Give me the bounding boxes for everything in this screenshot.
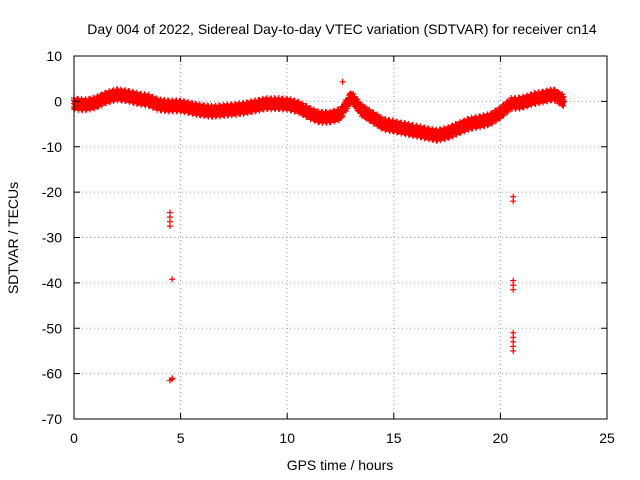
tick-labels: 0 5 10 15 20 25 10 0 -10 -20 -30 -40 -50 -60 -70 <box>42 48 615 446</box>
y-axis-title: SDTVAR / TECUs <box>5 182 21 294</box>
chart-title: Day 004 of 2022, Sidereal Day-to-day VTE… <box>87 21 597 37</box>
data-points <box>71 78 568 384</box>
data-point <box>354 96 361 103</box>
data-point <box>551 86 558 93</box>
data-point <box>357 101 364 108</box>
y-tick-label: -10 <box>42 139 62 155</box>
y-tick-label: -50 <box>42 320 62 336</box>
data-point-outlier <box>510 347 517 354</box>
x-tick-label: 0 <box>70 430 78 446</box>
y-tick-label: -70 <box>42 411 62 427</box>
data-point <box>350 90 357 97</box>
data-point <box>303 102 310 109</box>
data-point-outlier <box>169 276 176 283</box>
x-tick-label: 10 <box>279 430 295 446</box>
x-tick-label: 25 <box>599 430 615 446</box>
data-point <box>366 106 373 113</box>
data-point-outlier <box>510 198 517 205</box>
data-point <box>561 98 568 105</box>
axes <box>73 55 608 420</box>
data-point <box>358 102 365 109</box>
x-tick-label: 5 <box>177 430 185 446</box>
data-point <box>560 93 567 100</box>
y-tick-label: 0 <box>54 93 62 109</box>
data-point <box>370 109 377 116</box>
y-tick-label: -20 <box>42 184 62 200</box>
data-point-outlier <box>339 78 346 85</box>
y-tick-label: 10 <box>46 48 62 64</box>
x-tick-label: 15 <box>386 430 402 446</box>
x-axis-title: GPS time / hours <box>287 457 394 473</box>
y-tick-label: -60 <box>42 366 62 382</box>
data-point <box>149 93 156 100</box>
y-tick-label: -30 <box>42 230 62 246</box>
x-tick-label: 20 <box>493 430 509 446</box>
y-tick-label: -40 <box>42 275 62 291</box>
data-point-outlier <box>510 286 517 293</box>
data-point-outlier <box>169 376 176 383</box>
data-point-outlier <box>166 223 173 230</box>
